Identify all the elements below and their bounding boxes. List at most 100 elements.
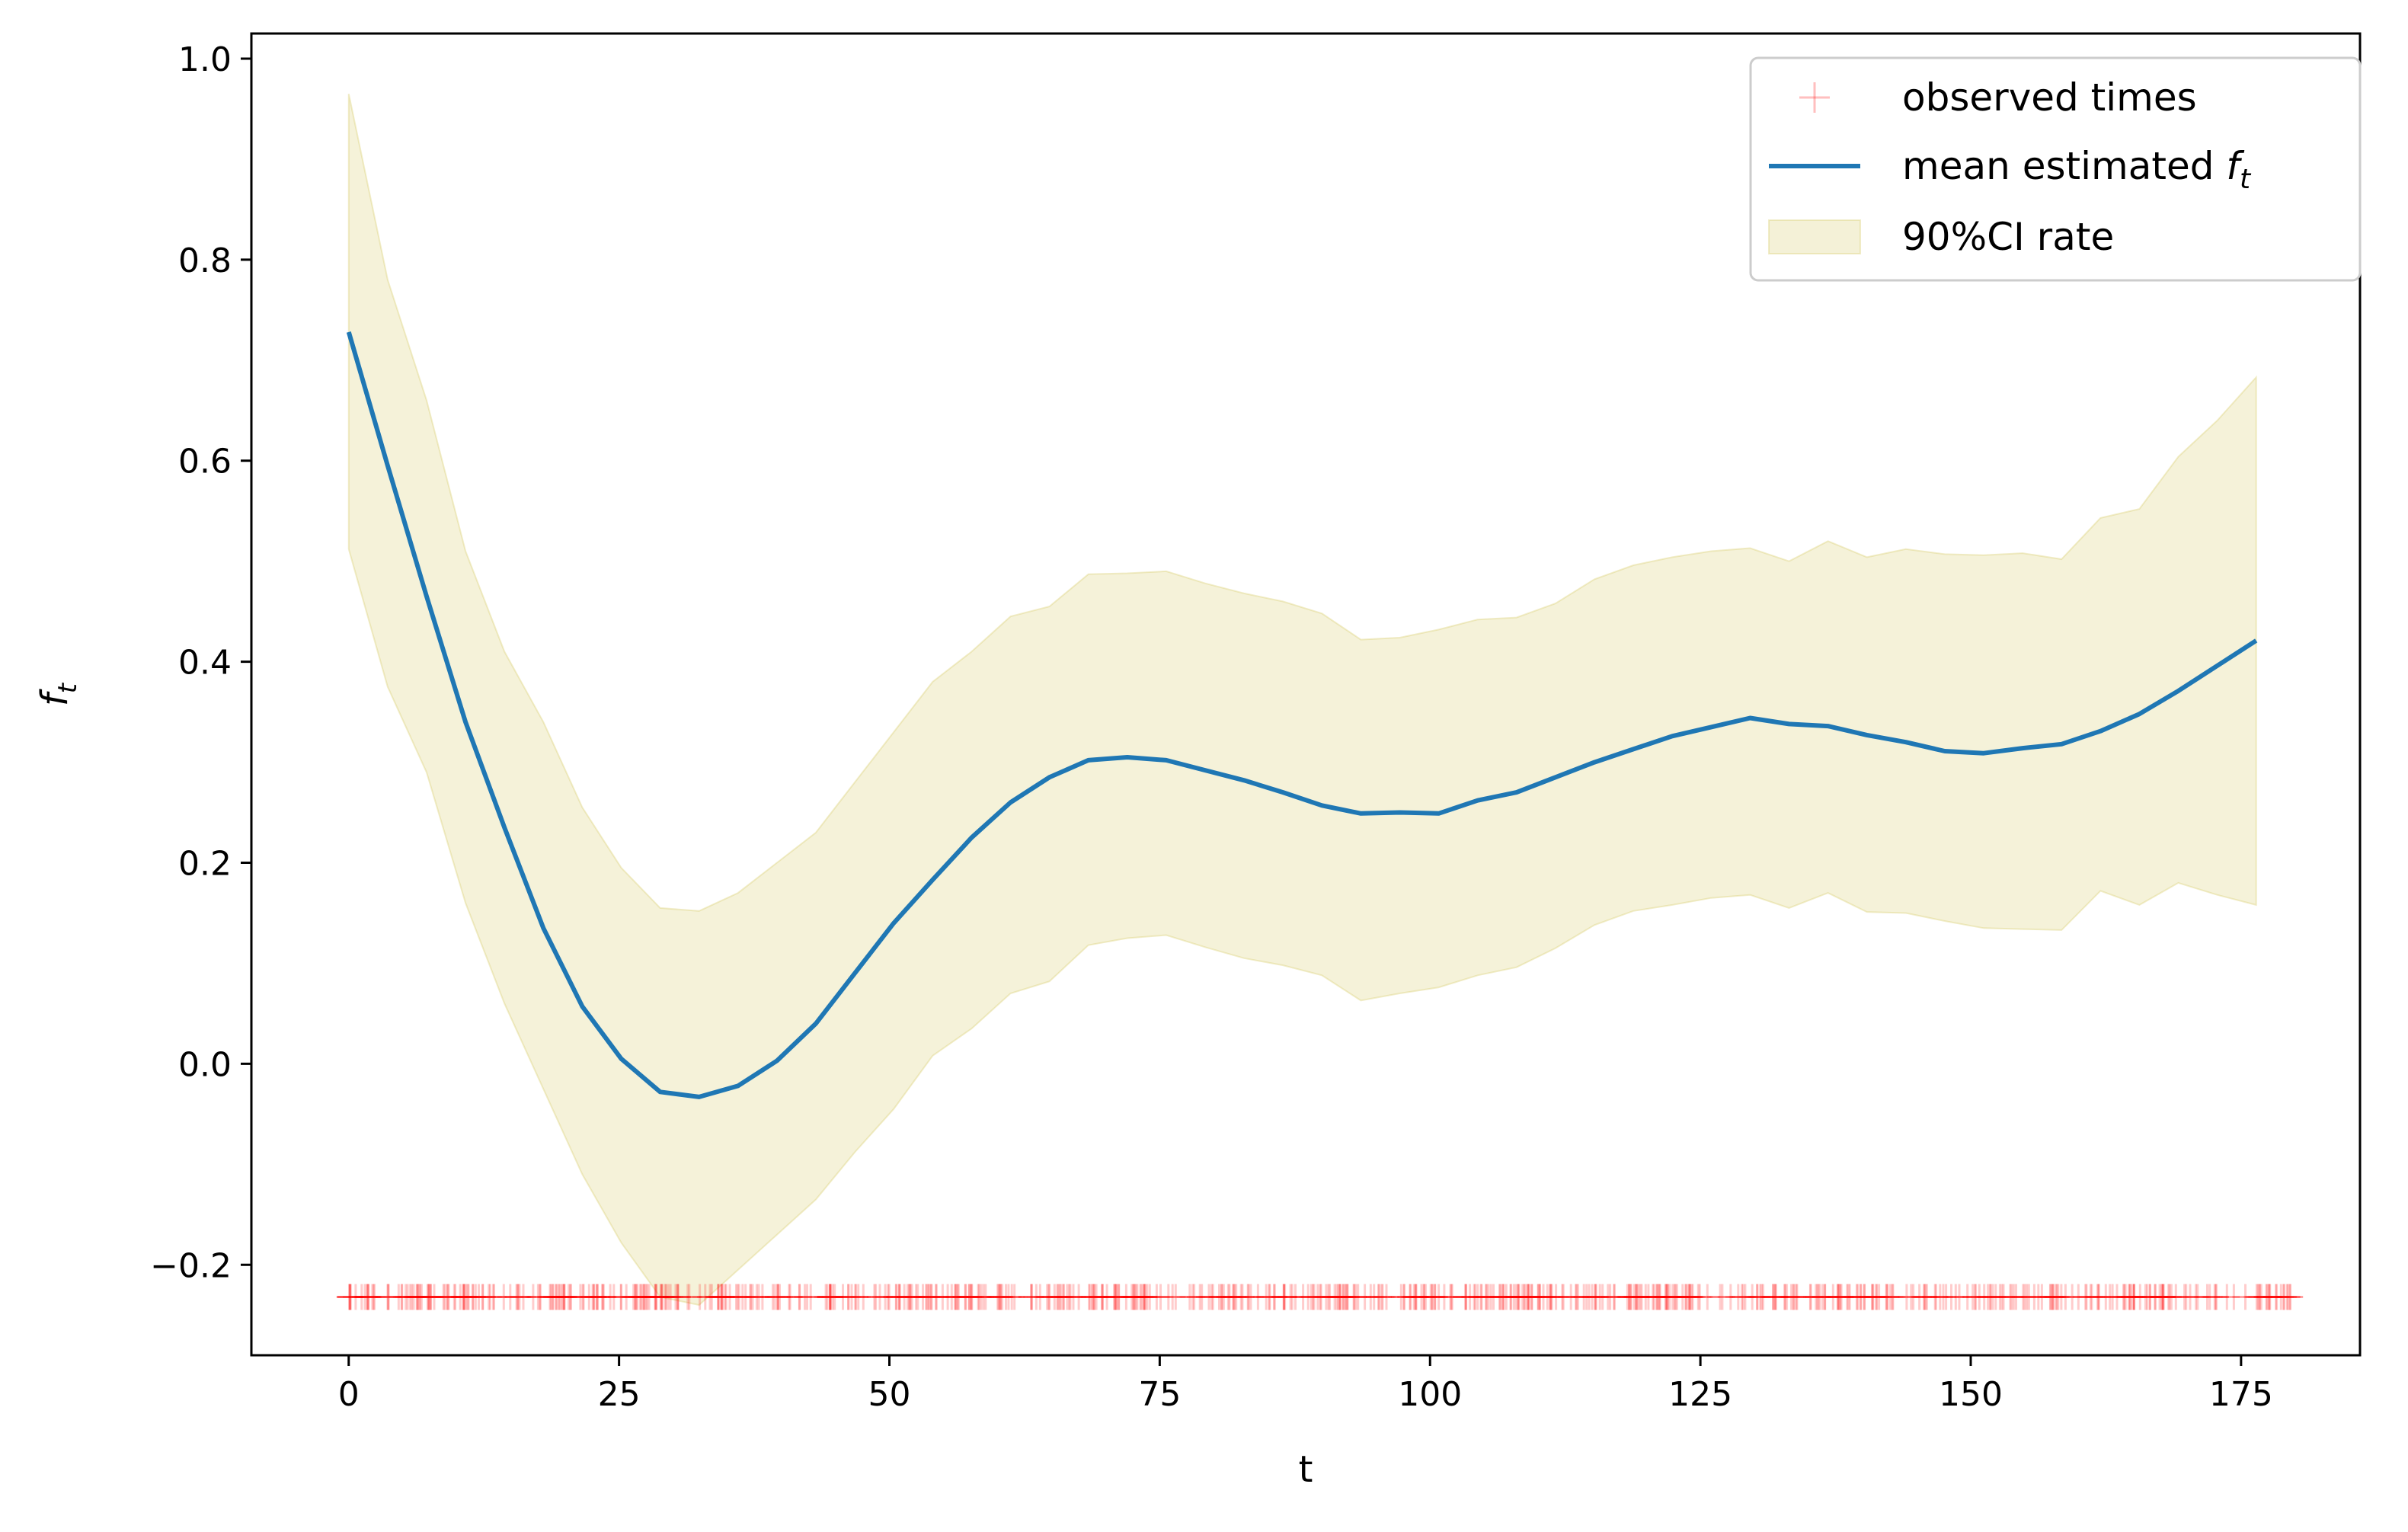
observed-time-marker bbox=[1206, 1284, 1233, 1310]
observed-time-marker bbox=[480, 1284, 507, 1310]
observed-time-marker bbox=[1971, 1284, 1997, 1310]
observed-time-marker bbox=[935, 1284, 961, 1310]
observed-time-marker bbox=[717, 1284, 743, 1310]
observed-time-marker bbox=[1127, 1284, 1153, 1310]
observed-time-marker bbox=[1614, 1284, 1641, 1310]
mean-line-layer bbox=[346, 331, 2258, 1099]
observed-time-marker bbox=[1653, 1284, 1680, 1310]
observed-time-marker bbox=[1089, 1284, 1116, 1310]
observed-time-marker bbox=[2173, 1284, 2199, 1310]
observed-time-marker bbox=[1121, 1284, 1148, 1310]
observed-time-marker bbox=[2048, 1284, 2074, 1310]
observed-time-marker bbox=[1549, 1284, 1575, 1310]
observed-time-marker bbox=[724, 1284, 751, 1310]
observed-time-marker bbox=[1912, 1284, 1939, 1310]
observed-time-marker bbox=[1805, 1284, 1831, 1310]
observed-time-marker bbox=[648, 1284, 674, 1310]
observed-time-marker bbox=[1176, 1284, 1203, 1310]
x-tick-label: 25 bbox=[598, 1375, 641, 1414]
observed-time-marker bbox=[397, 1284, 424, 1310]
observed-time-marker bbox=[2274, 1284, 2301, 1310]
observed-time-marker bbox=[1516, 1284, 1543, 1310]
observed-time-marker bbox=[527, 1284, 554, 1310]
observed-time-marker bbox=[2246, 1284, 2272, 1310]
observed-time-marker bbox=[958, 1284, 985, 1310]
observed-time-marker bbox=[1418, 1284, 1445, 1310]
observed-time-marker bbox=[821, 1284, 848, 1310]
observed-time-marker bbox=[910, 1284, 936, 1310]
observed-time-marker bbox=[1802, 1284, 1829, 1310]
observed-time-marker bbox=[1439, 1284, 1466, 1310]
observed-time-marker bbox=[1732, 1284, 1758, 1310]
observed-time-marker bbox=[1438, 1284, 1465, 1310]
observed-time-marker bbox=[945, 1284, 971, 1310]
observed-time-marker bbox=[867, 1284, 893, 1310]
observed-time-marker bbox=[1409, 1284, 1434, 1310]
observed-time-marker bbox=[1962, 1284, 1989, 1310]
observed-time-marker bbox=[817, 1284, 843, 1310]
observed-time-marker bbox=[1425, 1284, 1452, 1310]
observed-time-marker bbox=[653, 1284, 679, 1310]
observed-time-marker bbox=[923, 1284, 950, 1310]
observed-time-marker bbox=[451, 1284, 478, 1310]
observed-time-marker bbox=[1594, 1284, 1621, 1310]
observed-time-marker bbox=[1677, 1284, 1703, 1310]
x-tick-label: 0 bbox=[338, 1375, 360, 1414]
observed-time-marker bbox=[634, 1284, 660, 1310]
observed-time-marker bbox=[1245, 1284, 1271, 1310]
observed-time-marker bbox=[956, 1284, 983, 1310]
observed-time-marker bbox=[903, 1284, 929, 1310]
observed-time-marker bbox=[2137, 1284, 2163, 1310]
observed-time-marker bbox=[1089, 1284, 1115, 1310]
observed-time-marker bbox=[663, 1284, 689, 1310]
observed-time-marker bbox=[1041, 1284, 1068, 1310]
observed-time-marker bbox=[538, 1284, 564, 1310]
observed-time-marker bbox=[2042, 1284, 2069, 1310]
observed-time-marker bbox=[958, 1284, 984, 1310]
observed-time-marker bbox=[1411, 1284, 1437, 1310]
observed-time-marker bbox=[1922, 1284, 1949, 1310]
observed-time-marker bbox=[1057, 1284, 1083, 1310]
observed-time-marker bbox=[665, 1284, 692, 1310]
observed-time-marker bbox=[798, 1284, 824, 1310]
observed-time-marker bbox=[1707, 1284, 1734, 1310]
observed-time-marker bbox=[929, 1284, 956, 1310]
observed-time-marker bbox=[648, 1284, 675, 1310]
observed-time-marker bbox=[1534, 1284, 1561, 1310]
observed-time-marker bbox=[1019, 1284, 1044, 1310]
observed-time-marker bbox=[1837, 1284, 1863, 1310]
observed-time-marker bbox=[1820, 1284, 1847, 1310]
observed-time-marker bbox=[1056, 1284, 1082, 1310]
observed-time-marker bbox=[1977, 1284, 2003, 1310]
observed-time-marker bbox=[545, 1284, 572, 1310]
observed-time-marker bbox=[539, 1284, 566, 1310]
observed-time-marker bbox=[972, 1284, 999, 1310]
observed-time-marker bbox=[1991, 1284, 2016, 1310]
observed-time-marker bbox=[622, 1284, 648, 1310]
observed-time-marker bbox=[1914, 1284, 1940, 1310]
x-tick-label: 175 bbox=[2209, 1375, 2273, 1414]
observed-time-marker bbox=[2271, 1284, 2298, 1310]
observed-time-marker bbox=[576, 1284, 603, 1310]
observed-time-marker bbox=[1051, 1284, 1077, 1310]
observed-time-marker bbox=[1330, 1284, 1356, 1310]
observed-time-marker bbox=[447, 1284, 474, 1310]
observed-time-marker bbox=[2196, 1284, 2223, 1310]
legend-label-mean-sub: t bbox=[2240, 164, 2252, 195]
observed-time-marker bbox=[1844, 1284, 1871, 1310]
observed-time-marker bbox=[452, 1284, 479, 1310]
observed-time-marker bbox=[786, 1284, 813, 1310]
observed-time-marker bbox=[1464, 1284, 1491, 1310]
observed-time-marker bbox=[1396, 1284, 1423, 1310]
observed-time-marker bbox=[1773, 1284, 1800, 1310]
legend-marker-patch bbox=[1768, 219, 1861, 254]
observed-time-marker bbox=[839, 1284, 865, 1310]
observed-time-marker bbox=[2016, 1284, 2042, 1310]
observed-time-marker bbox=[580, 1284, 607, 1310]
legend-marker-plus bbox=[1799, 82, 1830, 113]
observed-time-marker bbox=[520, 1284, 546, 1310]
observed-time-marker bbox=[1623, 1284, 1650, 1310]
observed-time-marker bbox=[389, 1284, 415, 1310]
observed-time-marker bbox=[1179, 1284, 1206, 1310]
observed-time-marker bbox=[1860, 1284, 1886, 1310]
